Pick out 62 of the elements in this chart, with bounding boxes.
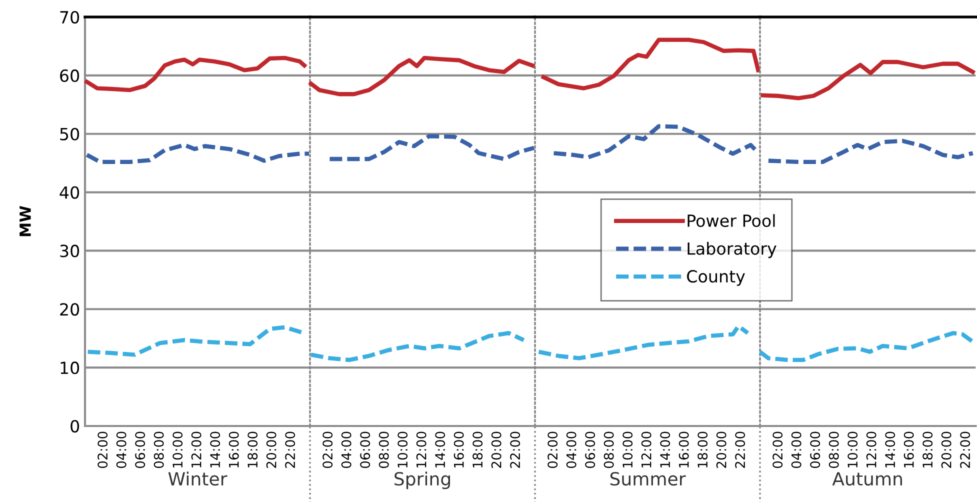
x-tick-label: 06:00: [135, 432, 146, 468]
x-tick-label: 02:00: [548, 432, 558, 468]
y-axis-title: MW: [20, 206, 31, 236]
x-tick-label: 18:00: [698, 432, 708, 468]
x-tick-label: 06:00: [585, 432, 596, 468]
x-tick-label: 22:00: [960, 432, 970, 468]
x-tick-label: 02:00: [98, 432, 108, 468]
y-tick-label: 10: [60, 362, 80, 374]
line-series: [84, 56, 306, 92]
line-series: [84, 142, 312, 164]
x-tick-label: 10:00: [848, 432, 858, 468]
y-tick-label: 20: [60, 303, 80, 316]
x-tick-label: 02:00: [772, 432, 783, 468]
x-tick-label: 02:00: [322, 432, 333, 468]
y-tick-label: 70: [60, 10, 80, 24]
legend-label: Power Pool: [688, 214, 775, 228]
x-tick-label: 04:00: [566, 432, 576, 468]
x-tick-label: 12:00: [191, 432, 202, 468]
x-tick-label: 22:00: [735, 432, 746, 468]
x-tick-label: 18:00: [922, 432, 933, 468]
x-tick-label: 16:00: [904, 432, 914, 468]
x-tick-label: 12:00: [641, 432, 652, 468]
x-tick-label: 12:00: [416, 432, 426, 468]
x-tick-label: 18:00: [248, 432, 258, 468]
x-tick-label: 14:00: [885, 432, 896, 468]
x-tick-label: 16:00: [678, 432, 689, 468]
y-tick-label: 50: [60, 128, 80, 140]
legend-label: County: [687, 270, 745, 286]
x-axis-title: Spring: [394, 472, 450, 490]
legend-label: Laboratory: [688, 242, 776, 258]
x-tick-label: 20:00: [941, 432, 952, 468]
x-tick-label: 14:00: [210, 432, 220, 468]
x-tick-label: 18:00: [472, 432, 483, 468]
x-tick-label: 16:00: [228, 432, 239, 468]
x-tick-label: 16:00: [454, 432, 464, 468]
x-tick-label: 08:00: [604, 432, 614, 468]
x-tick-label: 10:00: [172, 432, 183, 468]
x-tick-label: 22:00: [510, 432, 520, 468]
x-tick-label: 14:00: [435, 432, 446, 468]
x-axis-title: Winter: [168, 472, 228, 486]
x-tick-label: 04:00: [341, 432, 352, 468]
x-tick-label: 20:00: [716, 432, 726, 468]
y-tick-label: 0: [70, 420, 80, 433]
x-axis-title: Autumn: [832, 472, 902, 486]
x-tick-label: 04:00: [791, 432, 802, 468]
y-tick-label: 40: [60, 186, 80, 199]
x-tick-label: 08:00: [154, 432, 164, 468]
x-tick-label: 08:00: [378, 432, 389, 468]
x-tick-label: 22:00: [285, 432, 296, 468]
x-tick-label: 10:00: [622, 432, 633, 468]
x-tick-label: 06:00: [360, 432, 370, 468]
x-tick-label: 20:00: [266, 432, 276, 468]
y-tick-label: 60: [60, 69, 80, 82]
x-axis-title: Summer: [610, 472, 686, 486]
x-tick-label: 20:00: [491, 432, 502, 468]
x-tick-label: 14:00: [660, 432, 670, 468]
x-tick-label: 08:00: [828, 432, 839, 468]
x-tick-label: 10:00: [398, 432, 408, 468]
y-tick-label: 30: [60, 244, 80, 258]
x-tick-label: 12:00: [866, 432, 876, 468]
x-tick-label: 06:00: [810, 432, 820, 468]
x-tick-label: 04:00: [116, 432, 126, 468]
